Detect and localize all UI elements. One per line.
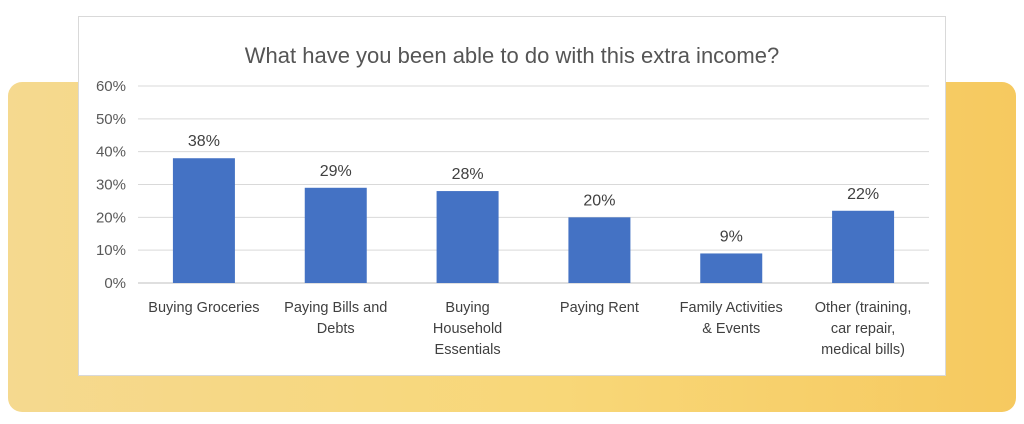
bar — [304, 187, 367, 283]
category-label-line: Household — [433, 321, 502, 337]
category-label: Other (training, car repair, medical bills… — [815, 300, 912, 358]
category-label-line: Other (training, — [815, 300, 912, 316]
bar — [700, 253, 763, 283]
category-label: Buying Household Essentials — [433, 300, 502, 358]
data-label: 28% — [452, 166, 484, 183]
data-label: 9% — [720, 228, 743, 245]
data-label: 29% — [320, 163, 352, 180]
y-tick-label: 60% — [96, 78, 126, 95]
category-label-line: Buying Groceries — [148, 300, 259, 316]
y-tick-label: 50% — [96, 111, 126, 128]
bar — [568, 217, 631, 283]
y-tick-label: 30% — [96, 177, 126, 194]
chart-title: What have you been able to do with this … — [244, 43, 780, 68]
bar — [436, 191, 499, 283]
category-label-line: Essentials — [435, 342, 501, 358]
category-label-line: car repair, — [831, 321, 895, 337]
y-tick-label: 40% — [96, 144, 126, 161]
category-label-line: medical bills) — [821, 342, 905, 358]
category-label-line: Paying Bills and — [284, 300, 387, 316]
bar — [832, 210, 895, 283]
y-tick-label: 20% — [96, 209, 126, 226]
data-label: 22% — [847, 186, 879, 203]
category-label: Buying Groceries — [148, 300, 259, 316]
category-label-line: & Events — [702, 321, 760, 337]
category-label: Paying Bills and Debts — [284, 300, 387, 337]
y-tick-label: 10% — [96, 242, 126, 259]
bar-chart: 0% 10% 20% 30% 40% 50% 60% 38% Buying Groceries 2… — [96, 78, 929, 358]
chart-card: What have you been able to do with this … — [78, 16, 946, 376]
y-tick-label: 0% — [104, 275, 126, 292]
category-label-line: Buying — [445, 300, 489, 316]
category-label-line: Debts — [317, 321, 355, 337]
category-label: Family Activities & Events — [680, 300, 783, 337]
bar — [172, 158, 235, 283]
data-label: 38% — [188, 133, 220, 150]
category-label-line: Paying Rent — [560, 300, 639, 316]
category-label: Paying Rent — [560, 300, 639, 316]
data-label: 20% — [583, 192, 615, 209]
category-label-line: Family Activities — [680, 300, 783, 316]
